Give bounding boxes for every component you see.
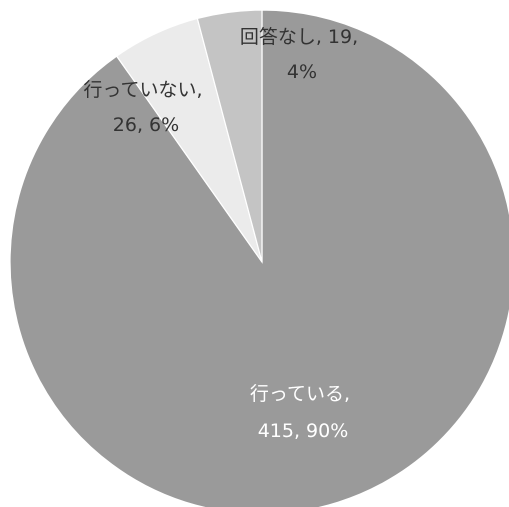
data-label-no-answer: 回答なし, 19, 4% <box>240 26 364 83</box>
data-label-not-doing: 行っていない, 26, 6% <box>83 79 208 136</box>
slice-no-answer <box>196 9 263 263</box>
data-label-doing: 行っている, 415, 90% <box>250 383 356 442</box>
pie-slices <box>9 9 509 507</box>
